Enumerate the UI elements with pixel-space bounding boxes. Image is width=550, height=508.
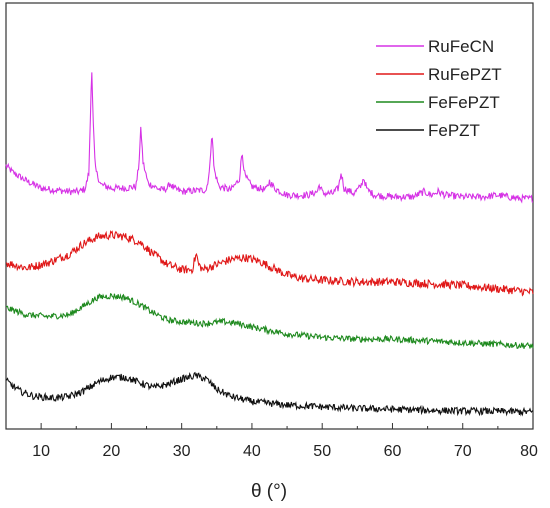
legend: RuFeCN RuFePZT FeFePZT FePZT	[376, 37, 502, 140]
x-tick-label: 70	[454, 443, 472, 460]
series-layer	[5, 72, 534, 417]
plot-frame	[5, 2, 534, 430]
x-tick-label: 50	[313, 443, 331, 460]
legend-label-rufecn: RuFeCN	[428, 37, 494, 56]
x-tick-label: 10	[32, 443, 50, 460]
series-line-rufepzt	[5, 230, 534, 297]
legend-label-fepzt: FePZT	[428, 121, 480, 140]
x-axis-title: θ (°)	[251, 481, 287, 502]
series-line-fepzt	[5, 371, 534, 417]
series-line-rufecn	[5, 72, 534, 204]
x-tick-label: 60	[384, 443, 402, 460]
x-tick-label: 40	[243, 443, 261, 460]
legend-label-rufepzt: RuFePZT	[428, 65, 502, 84]
x-tick-label: 80	[520, 443, 538, 460]
x-tick-label: 20	[103, 443, 121, 460]
legend-label-fefepzt: FeFePZT	[428, 93, 500, 112]
x-tick-label: 30	[173, 443, 191, 460]
series-line-fefepzt	[5, 292, 534, 349]
x-axis: 10 20 30 40 50 60 70 80	[5, 423, 538, 460]
